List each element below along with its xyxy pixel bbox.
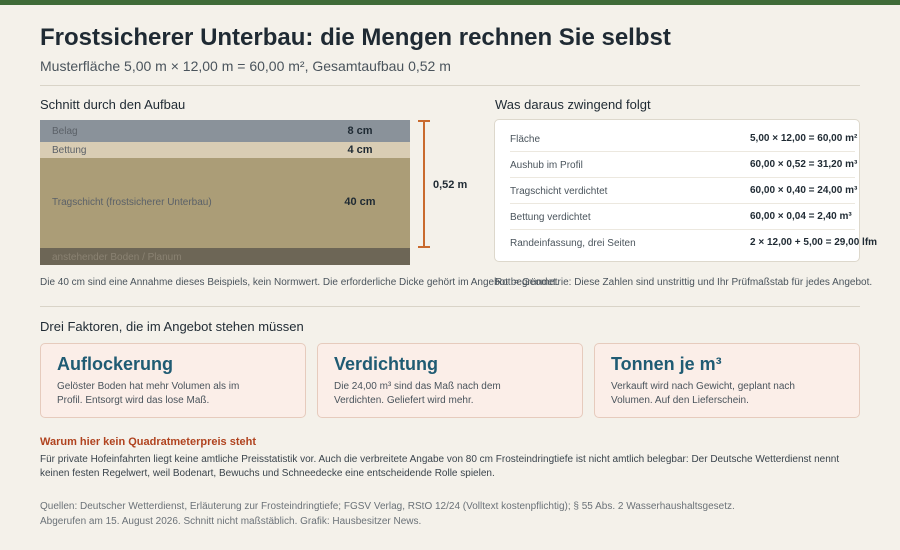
layer-name: Belag — [52, 126, 78, 137]
factor-text: Die 24,00 m³ sind das Maß nach dem Verdi… — [334, 381, 501, 406]
layer-thickness: 8 cm — [347, 125, 373, 137]
layer-name: Bettung — [52, 145, 87, 156]
calc-value: 60,00 × 0,52 = 31,20 m³ — [750, 159, 858, 170]
page-subtitle: Musterfläche 5,00 m × 12,00 m = 60,00 m²… — [40, 58, 451, 74]
calc-value: 60,00 × 0,04 = 2,40 m³ — [750, 211, 852, 222]
factor-title: Auflockerung — [57, 354, 174, 374]
calc-label: Aushub im Profil — [510, 160, 583, 171]
calc-row: Fläche 5,00 × 12,00 = 60,00 m² — [510, 126, 858, 152]
calc-label: Randeinfassung, drei Seiten — [510, 238, 636, 249]
calc-row: Tragschicht verdichtet 60,00 × 0,40 = 24… — [510, 178, 858, 204]
factor-title: Tonnen je m³ — [611, 354, 722, 374]
calc-value: 5,00 × 12,00 = 60,00 m² — [750, 133, 858, 144]
consequences-heading: Was daraus zwingend folgt — [495, 97, 651, 112]
warning-text: Für private Hofeinfahrten liegt keine am… — [40, 454, 840, 479]
total-depth-dimension — [418, 120, 430, 248]
factor-title: Verdichtung — [334, 354, 439, 374]
layer-tragschicht: Tragschicht (frostsicherer Unterbau) 40 … — [40, 158, 410, 248]
layer-name: anstehender Boden / Planum — [52, 252, 182, 263]
calc-label: Fläche — [510, 134, 541, 145]
calc-value: 60,00 × 0,40 = 24,00 m³ — [750, 185, 858, 196]
factors-heading: Drei Faktoren, die im Angebot stehen müs… — [40, 319, 304, 334]
calc-row: Bettung verdichtet 60,00 × 0,04 = 2,40 m… — [510, 204, 855, 230]
sources-line: Quellen: Deutscher Wetterdienst, Erläute… — [40, 501, 735, 512]
factor-text: Verkauft wird nach Gewicht, geplant nach… — [611, 381, 795, 406]
sources: Quellen: Deutscher Wetterdienst, Erläute… — [40, 499, 860, 529]
calc-row: Randeinfassung, drei Seiten 2 × 12,00 + … — [510, 230, 877, 256]
factor-card-verdichtung: Verdichtung Die 24,00 m³ sind das Maß na… — [317, 343, 583, 418]
calc-row: Aushub im Profil 60,00 × 0,52 = 31,20 m³ — [510, 152, 858, 178]
layer-bettung: Bettung 4 cm — [40, 142, 410, 158]
cross-section-heading: Schnitt durch den Aufbau — [40, 97, 186, 112]
layer-belag: Belag 8 cm — [40, 120, 410, 142]
divider — [40, 306, 860, 307]
top-accent-bar — [0, 0, 900, 5]
calculation-table: Fläche 5,00 × 12,00 = 60,00 m² Aushub im… — [494, 119, 877, 262]
geometry-note: Rot = Geometrie: Diese Zahlen sind unstr… — [495, 277, 873, 288]
factor-card-auflockerung: Auflockerung Gelöster Boden hat mehr Vol… — [40, 343, 306, 418]
cross-section-diagram: Belag 8 cm Bettung 4 cm Tragschicht (fro… — [40, 120, 410, 265]
layer-thickness: 4 cm — [347, 144, 373, 156]
assumption-note: Die 40 cm sind eine Annahme dieses Beisp… — [40, 277, 559, 288]
factor-text: Gelöster Boden hat mehr Volumen als im P… — [57, 381, 240, 406]
total-depth-label: 0,52 m — [433, 179, 468, 191]
sources-line: Abgerufen am 15. August 2026. Schnitt ni… — [40, 516, 422, 527]
layer-untergrund: anstehender Boden / Planum — [40, 248, 410, 265]
factor-card-tonnen: Tonnen je m³ Verkauft wird nach Gewicht,… — [594, 343, 860, 418]
calc-label: Tragschicht verdichtet — [510, 186, 608, 197]
layer-thickness: 40 cm — [344, 196, 376, 208]
page-title: Frostsicherer Unterbau: die Mengen rechn… — [40, 24, 671, 51]
layer-name: Tragschicht (frostsicherer Unterbau) — [52, 197, 212, 208]
calc-value: 2 × 12,00 + 5,00 = 29,00 lfm — [750, 237, 878, 248]
calc-label: Bettung verdichtet — [510, 212, 591, 223]
warning-heading: Warum hier kein Quadratmeterpreis steht — [40, 436, 256, 448]
divider — [40, 85, 860, 86]
